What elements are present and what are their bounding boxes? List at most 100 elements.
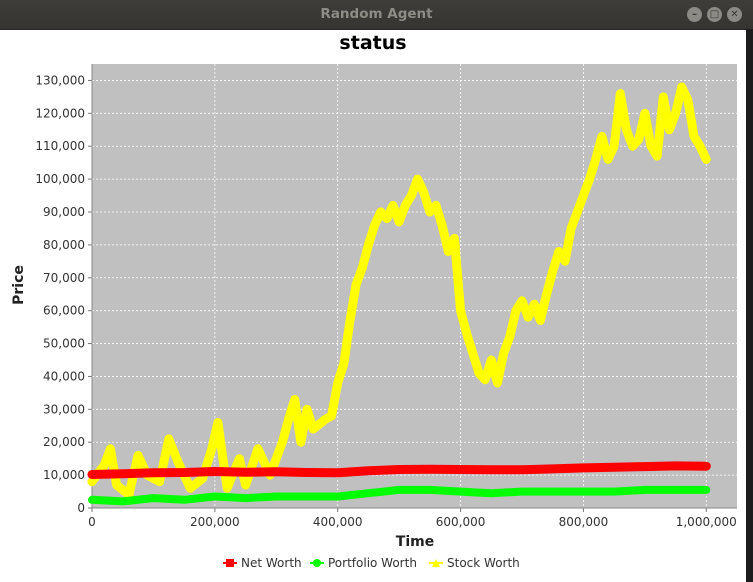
data-point	[637, 138, 641, 142]
window-edge	[746, 29, 753, 582]
y-tick-label: 100,000	[35, 172, 85, 186]
y-axis-label: Price	[11, 265, 27, 305]
data-point	[618, 92, 622, 96]
data-point	[391, 203, 395, 207]
data-point	[379, 210, 383, 214]
data-point	[90, 480, 94, 484]
data-point	[581, 194, 585, 198]
data-point	[459, 490, 463, 494]
y-tick-label: 10,000	[43, 468, 85, 482]
data-point	[244, 496, 248, 500]
data-point	[655, 154, 659, 158]
data-point	[213, 494, 217, 498]
data-point	[459, 468, 463, 472]
data-point	[90, 472, 94, 476]
data-point	[397, 220, 401, 224]
data-point	[102, 463, 106, 467]
data-point	[624, 128, 628, 132]
data-point	[661, 95, 665, 99]
data-point	[237, 457, 241, 461]
data-point	[225, 486, 229, 490]
data-point	[704, 157, 708, 161]
x-tick-label: 600,000	[436, 515, 486, 529]
data-point	[274, 494, 278, 498]
data-point	[643, 111, 647, 115]
data-point	[667, 128, 671, 132]
y-tick-label: 20,000	[43, 435, 85, 449]
data-point	[489, 358, 493, 362]
data-point	[136, 453, 140, 457]
data-point	[538, 319, 542, 323]
data-point	[158, 480, 162, 484]
data-point	[489, 491, 493, 495]
data-point	[452, 236, 456, 240]
y-tick-label: 90,000	[43, 205, 85, 219]
data-point	[495, 381, 499, 385]
data-point	[563, 259, 567, 263]
data-point	[213, 469, 217, 473]
legend-triangle-marker	[432, 559, 440, 567]
data-point	[446, 249, 450, 253]
legend: Net Worth Portfolio Worth Stock Worth	[223, 556, 520, 570]
data-point	[280, 440, 284, 444]
data-point	[649, 144, 653, 148]
y-tick-label: 70,000	[43, 271, 85, 285]
data-point	[299, 440, 303, 444]
data-point	[293, 397, 297, 401]
data-point	[151, 471, 155, 475]
y-tick-label: 40,000	[43, 369, 85, 383]
data-point	[336, 471, 340, 475]
data-point	[428, 488, 432, 492]
data-point	[360, 266, 364, 270]
data-point	[569, 226, 573, 230]
data-point	[216, 420, 220, 424]
chart-title: status	[339, 32, 406, 54]
x-axis-label: Time	[396, 534, 434, 550]
data-point	[643, 488, 647, 492]
x-tick-label: 1,000,000	[676, 515, 737, 529]
y-tick-label: 50,000	[43, 337, 85, 351]
data-point	[305, 494, 309, 498]
data-point	[244, 470, 248, 474]
data-point	[532, 302, 536, 306]
legend-label: Portfolio Worth	[328, 556, 417, 570]
legend-label: Stock Worth	[447, 556, 520, 570]
data-point	[674, 111, 678, 115]
data-point	[287, 417, 291, 421]
data-point	[581, 466, 585, 470]
data-point	[575, 210, 579, 214]
window-titlebar[interactable]: Random Agent – □ ✕	[0, 0, 753, 30]
data-point	[121, 472, 125, 476]
data-point	[167, 437, 171, 441]
data-point	[526, 315, 530, 319]
axes: 0 10,000 20,000 30,000 40,000 50,000 60,000 70,…	[35, 64, 737, 529]
data-point	[385, 217, 389, 221]
data-point	[489, 468, 493, 472]
data-point	[674, 488, 678, 492]
data-point	[336, 381, 340, 385]
data-point	[366, 243, 370, 247]
data-point	[244, 483, 248, 487]
data-point	[471, 351, 475, 355]
data-point	[545, 292, 549, 296]
close-icon[interactable]: ✕	[727, 7, 742, 22]
data-point	[256, 447, 260, 451]
maximize-icon[interactable]: □	[707, 7, 722, 22]
data-point	[520, 468, 524, 472]
data-point	[274, 470, 278, 474]
data-point	[692, 134, 696, 138]
minimize-icon[interactable]: –	[687, 7, 702, 22]
data-point	[348, 319, 352, 323]
data-point	[606, 157, 610, 161]
data-point	[551, 269, 555, 273]
y-tick-label: 0	[77, 501, 85, 515]
data-point	[416, 177, 420, 181]
data-point	[704, 488, 708, 492]
data-point	[151, 496, 155, 500]
data-point	[704, 464, 708, 468]
data-point	[342, 361, 346, 365]
data-point	[115, 483, 119, 487]
data-point	[121, 499, 125, 503]
data-point	[323, 417, 327, 421]
